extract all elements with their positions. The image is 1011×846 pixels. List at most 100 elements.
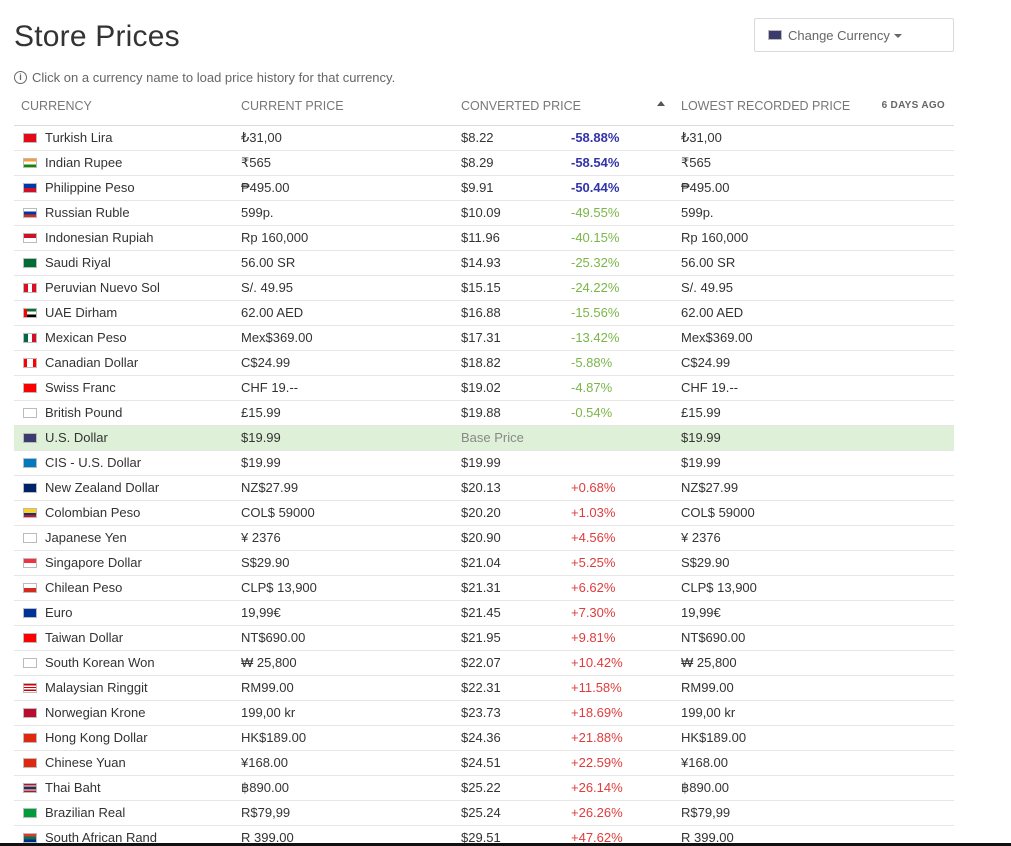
lowest-recorded-price: R$79,99 [681, 805, 731, 820]
currency-name-link[interactable]: Saudi Riyal [45, 255, 111, 270]
lowest-recorded-price: CLP$ 13,900 [681, 580, 757, 595]
za-flag-icon [23, 833, 37, 843]
currency-name-link[interactable]: UAE Dirham [45, 305, 118, 320]
converted-price: $20.90 [461, 530, 501, 545]
table-row[interactable]: Thai Baht ฿890.00 $25.22 +26.14% ฿890.00 [14, 776, 954, 801]
table-row[interactable]: U.S. Dollar $19.99 Base Price $19.99 [14, 426, 954, 451]
currency-name-link[interactable]: New Zealand Dollar [45, 480, 160, 495]
currency-name-link[interactable]: U.S. Dollar [45, 430, 108, 445]
table-row[interactable]: Philippine Peso ₱495.00 $9.91 -50.44% ₱495.0… [14, 176, 954, 201]
current-price: R 399.00 [241, 830, 294, 845]
currency-name-link[interactable]: Taiwan Dollar [45, 630, 124, 645]
current-price: RM99.00 [241, 680, 294, 695]
table-row[interactable]: South African Rand R 399.00 $29.51 +47.62% R… [14, 826, 954, 846]
currency-name-link[interactable]: Peruvian Nuevo Sol [45, 280, 160, 295]
lowest-recorded-price: COL$ 59000 [681, 505, 755, 520]
lowest-recorded-price: ₩ 25,800 [681, 655, 737, 670]
table-row[interactable]: Norwegian Krone 199,00 kr $23.73 +18.69% 199… [14, 701, 954, 726]
table-row[interactable]: CIS - U.S. Dollar $19.99 $19.99 $19.99 [14, 451, 954, 476]
lowest-recorded-price: 599р. [681, 205, 714, 220]
currency-name-link[interactable]: Turkish Lira [45, 130, 113, 145]
col-converted-price-header[interactable]: CONVERTED PRICE [461, 99, 581, 113]
table-row[interactable]: South Korean Won ₩ 25,800 $22.07 +10.42% ₩ 2… [14, 651, 954, 676]
table-row[interactable]: Mexican Peso Mex$369.00 $17.31 -13.42% Mex$3… [14, 326, 954, 351]
table-row[interactable]: Russian Ruble 599р. $10.09 -49.55% 599р. [14, 201, 954, 226]
currency-name-link[interactable]: Russian Ruble [45, 205, 130, 220]
table-row[interactable]: Peruvian Nuevo Sol S/. 49.95 $15.15 -24.22%… [14, 276, 954, 301]
table-row[interactable]: Taiwan Dollar NT$690.00 $21.95 +9.81% NT$690… [14, 626, 954, 651]
table-row[interactable]: Hong Kong Dollar HK$189.00 $24.36 +21.88% HK… [14, 726, 954, 751]
current-price: Mex$369.00 [241, 330, 313, 345]
current-price: $19.99 [241, 430, 281, 445]
price-difference-percent: -24.22% [571, 280, 620, 295]
col-currency-header[interactable]: CURRENCY [21, 99, 92, 113]
currency-name-link[interactable]: Thai Baht [45, 780, 101, 795]
col-lowest-price-header[interactable]: LOWEST RECORDED PRICE [681, 99, 851, 113]
current-price: ₱495.00 [241, 180, 290, 195]
currency-name-link[interactable]: Mexican Peso [45, 330, 127, 345]
table-row[interactable]: Indian Rupee ₹565 $8.29 -58.54% ₹565 [14, 151, 954, 176]
price-difference-percent: +18.69% [571, 705, 623, 720]
table-row[interactable]: British Pound £15.99 $19.88 -0.54% £15.99 [14, 401, 954, 426]
lowest-recorded-price: R 399.00 [681, 830, 734, 845]
current-price: £15.99 [241, 405, 281, 420]
currency-name-link[interactable]: Brazilian Real [45, 805, 126, 820]
converted-price: $8.29 [461, 155, 494, 170]
price-difference-percent: +4.56% [571, 530, 616, 545]
table-row[interactable]: Chilean Peso CLP$ 13,900 $21.31 +6.62% CLP$ … [14, 576, 954, 601]
currency-name-link[interactable]: Philippine Peso [45, 180, 135, 195]
price-difference-percent: +11.58% [571, 680, 622, 695]
table-row[interactable]: Chinese Yuan ¥168.00 $24.51 +22.59% ¥168.00 [14, 751, 954, 776]
table-row[interactable]: Canadian Dollar C$24.99 $18.82 -5.88% C$24.9… [14, 351, 954, 376]
current-price: 19,99€ [241, 605, 281, 620]
ch-flag-icon [23, 383, 37, 393]
table-row[interactable]: Saudi Riyal 56.00 SR $14.93 -25.32% 56.00 SR [14, 251, 954, 276]
sort-ascending-icon[interactable] [657, 101, 665, 106]
table-row[interactable]: Euro 19,99€ $21.45 +7.30% 19,99€ [14, 601, 954, 626]
price-difference-percent: -58.54% [571, 155, 620, 170]
table-row[interactable]: Japanese Yen ¥ 2376 $20.90 +4.56% ¥ 2376 [14, 526, 954, 551]
currency-name-link[interactable]: Malaysian Ringgit [45, 680, 148, 695]
table-row[interactable]: Brazilian Real R$79,99 $25.24 +26.26% R$79,9… [14, 801, 954, 826]
currency-name-link[interactable]: Indonesian Rupiah [45, 230, 154, 245]
table-row[interactable]: Malaysian Ringgit RM99.00 $22.31 +11.58% RM9… [14, 676, 954, 701]
table-row[interactable]: Colombian Peso COL$ 59000 $20.20 +1.03% COL$… [14, 501, 954, 526]
table-row[interactable]: Singapore Dollar S$29.90 $21.04 +5.25% S$29.… [14, 551, 954, 576]
price-difference-percent: +26.14% [571, 780, 623, 795]
currency-name-link[interactable]: Colombian Peso [45, 505, 141, 520]
lowest-recorded-price: 62.00 AED [681, 305, 744, 320]
table-row[interactable]: Turkish Lira ₺31,00 $8.22 -58.88% ₺31,00 [14, 126, 954, 151]
table-row[interactable]: UAE Dirham 62.00 AED $16.88 -15.56% 62.00 AE… [14, 301, 954, 326]
table-row[interactable]: Indonesian Rupiah Rp 160,000 $11.96 -40.15%… [14, 226, 954, 251]
currency-name-link[interactable]: Canadian Dollar [45, 355, 139, 370]
lowest-recorded-price: HK$189.00 [681, 730, 747, 745]
current-price: ¥ 2376 [241, 530, 281, 545]
currency-name-link[interactable]: British Pound [45, 405, 123, 420]
currency-name-link[interactable]: Japanese Yen [45, 530, 127, 545]
table-row[interactable]: Swiss Franc CHF 19.-- $19.02 -4.87% CHF 19.-… [14, 376, 954, 401]
currency-name-link[interactable]: CIS - U.S. Dollar [45, 455, 142, 470]
price-difference-percent: +26.26% [571, 805, 623, 820]
price-difference-percent: -50.44% [571, 180, 620, 195]
converted-price: $21.31 [461, 580, 501, 595]
currency-name-link[interactable]: Swiss Franc [45, 380, 116, 395]
price-difference-percent: +7.30% [571, 605, 616, 620]
currency-name-link[interactable]: Euro [45, 605, 73, 620]
currency-name-link[interactable]: Hong Kong Dollar [45, 730, 148, 745]
currency-name-link[interactable]: Norwegian Krone [45, 705, 146, 720]
currency-name-link[interactable]: Chilean Peso [45, 580, 123, 595]
currency-name-link[interactable]: South Korean Won [45, 655, 155, 670]
table-row[interactable]: New Zealand Dollar NZ$27.99 $20.13 +0.68% NZ… [14, 476, 954, 501]
currency-name-link[interactable]: Indian Rupee [45, 155, 123, 170]
caret-down-icon [893, 34, 902, 38]
converted-price: $24.36 [461, 730, 501, 745]
currency-name-link[interactable]: Chinese Yuan [45, 755, 126, 770]
currency-name-link[interactable]: Singapore Dollar [45, 555, 142, 570]
change-currency-button[interactable]: Change Currency [754, 18, 954, 52]
col-current-price-header[interactable]: CURRENT PRICE [241, 99, 344, 113]
current-price: ₹565 [241, 155, 271, 170]
currency-name-link[interactable]: South African Rand [45, 830, 158, 845]
converted-price: $25.22 [461, 780, 501, 795]
converted-price: $21.95 [461, 630, 501, 645]
lowest-recorded-price: ฿890.00 [681, 780, 730, 795]
